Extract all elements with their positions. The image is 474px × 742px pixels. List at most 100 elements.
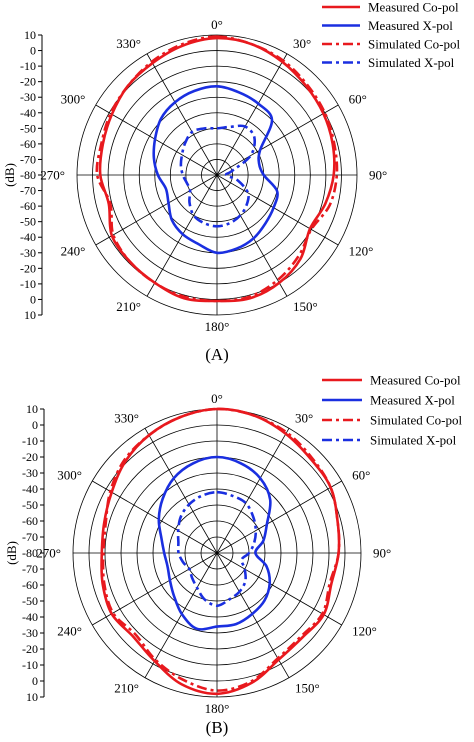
radial-tick-label: -40 [22,610,38,624]
grid-spoke [144,428,218,554]
grid-spoke [92,552,218,626]
legend-label: Measured Co-pol [370,373,461,388]
angle-label: 300° [57,468,82,483]
legend-label: Simulated Co-pol [370,413,462,428]
grid-spoke [216,104,339,176]
radial-tick-label: -30 [22,626,38,640]
radial-tick-label: -10 [20,59,36,73]
angle-label: 0° [211,17,223,32]
radial-tick-label: -40 [20,106,36,120]
angle-label: 300° [61,92,86,107]
grid-spoke [92,480,218,554]
angle-label: 30° [293,36,311,51]
legend-label: Simulated Co-pol [368,37,460,52]
radial-tick-label: -70 [20,152,36,166]
angle-label: 210° [114,681,139,696]
radial-tick-label: -50 [22,498,38,512]
angle-label: 60° [349,92,367,107]
angle-label: 150° [293,299,318,314]
polar-chart-a: 0° 30° 60° 90° 120° 150° 180° 210° 240° 270° 300° 3… [2,0,460,364]
radial-tick-label: -30 [22,466,38,480]
grid-spoke [144,552,218,678]
radial-tick-label: -40 [20,230,36,244]
grid-spoke [216,552,290,678]
angle-label: 210° [116,299,141,314]
grid-spoke [216,480,342,554]
radial-tick-label: -20 [20,261,36,275]
radial-tick-label: 10 [24,308,36,322]
series-line-measured-co-pol [98,36,336,303]
grid-spoke [146,174,218,297]
radial-axis: 10 0 -10 -20 -30 -40 -50 -60 -70 -80 -70 -60 -50 -40 -… [22,402,45,704]
series-line-simulated-x-pol [176,490,258,608]
series-line-simulated-x-pol [179,124,257,228]
polar-grid [72,408,362,698]
angle-label: 270° [40,168,65,183]
radial-tick-label: 10 [26,690,38,704]
radial-tick-label: -30 [20,90,36,104]
radial-tick-label: -20 [22,450,38,464]
angle-label: 330° [116,36,141,51]
polar-chart-b: 0° 30° 60° 90° 120° 150° 180° 210° 240° 270° 300° 3… [4,373,462,738]
legend-label: Measured X-pol [370,393,455,408]
radial-tick-label: -30 [20,246,36,260]
radial-tick-label: -80 [22,546,38,560]
radial-tick-label: 10 [26,402,38,416]
series-line-simulated-co-pol [101,407,341,692]
angle-label: 0° [211,391,223,406]
polar-grid [76,34,358,316]
radial-tick-label: -40 [22,482,38,496]
radial-tick-label: -50 [22,594,38,608]
angle-label: 150° [295,681,320,696]
angle-label: 90° [373,546,391,561]
radial-tick-label: -70 [20,184,36,198]
angle-label: 120° [349,244,374,259]
radial-tick-label: -60 [22,514,38,528]
radial-tick-label: 10 [24,28,36,42]
grid-spoke [95,174,218,246]
angle-label: 240° [61,244,86,259]
grid-spoke [216,53,288,176]
grid-spoke [216,174,288,297]
radial-tick-label: -20 [20,75,36,89]
angle-label: 60° [352,468,370,483]
radial-axis: 100-10-20-30-40-50-60-70-80-70-60-50-40-… [20,28,43,322]
radial-tick-label: -20 [22,642,38,656]
series-line-measured-x-pol [152,84,279,255]
radial-tick-label: -60 [20,137,36,151]
series-line-measured-co-pol [100,407,341,696]
radial-tick-label: -10 [22,434,38,448]
legend-label: Measured X-pol [368,18,453,33]
legend: Measured Co-pol Measured X-pol Simulated C… [322,373,462,448]
radial-axis-label: (dB) [2,163,17,187]
angle-label: 30° [295,410,313,425]
radial-tick-label: -10 [22,658,38,672]
legend: Measured Co-pol Measured X-pol Simulated C… [322,0,460,70]
legend-label: Simulated X-pol [370,433,457,448]
radial-tick-label: -50 [20,121,36,135]
radial-tick-label: -60 [20,199,36,213]
radial-tick-label: -60 [22,578,38,592]
grid-spoke [216,174,339,246]
angle-label: 270° [36,546,61,561]
panel-label: (A) [205,345,229,364]
radial-tick-label: -70 [22,530,38,544]
radial-axis-label: (dB) [4,541,19,565]
angle-label: 330° [114,410,139,425]
legend-label: Simulated X-pol [368,55,455,70]
grid-spoke [216,428,290,554]
radial-tick-label: -50 [20,215,36,229]
radial-tick-label: -10 [20,277,36,291]
grid-spoke [95,104,218,176]
angle-label: 180° [205,701,230,716]
radial-tick-label: 0 [32,418,38,432]
grid-spoke [216,552,342,626]
angle-label: 90° [369,168,387,183]
radial-tick-label: -80 [20,168,36,182]
radial-tick-label: 0 [30,292,36,306]
radial-tick-label: -70 [22,562,38,576]
grid-spoke [146,53,218,176]
legend-label: Measured Co-pol [368,0,459,15]
series-line-measured-x-pol [157,455,272,631]
